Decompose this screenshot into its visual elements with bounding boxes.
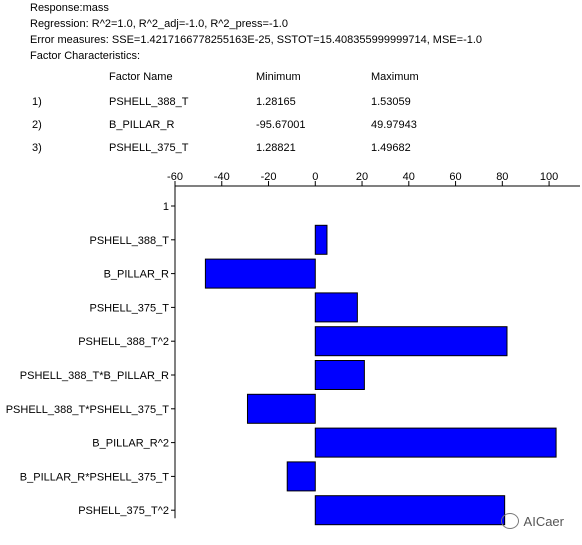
category-label: PSHELL_388_T*B_PILLAR_R xyxy=(20,370,169,382)
bar xyxy=(204,258,316,289)
bar xyxy=(314,360,365,390)
bar xyxy=(314,326,508,357)
bar xyxy=(314,427,557,458)
x-tick-label: -60 xyxy=(167,171,183,183)
wechat-icon xyxy=(500,513,519,529)
response-line: Response:mass xyxy=(30,2,109,14)
table-row-name: PSHELL_375_T xyxy=(109,142,189,154)
x-tick-label: 20 xyxy=(356,171,368,183)
table-row-name: PSHELL_388_T xyxy=(109,96,189,108)
table-row-name: B_PILLAR_R xyxy=(109,119,175,131)
x-tick-label: -40 xyxy=(214,171,230,183)
table-row-min: 1.28821 xyxy=(256,142,296,154)
table-row-max: 1.49682 xyxy=(371,142,411,154)
category-label: PSHELL_388_T^2 xyxy=(78,336,169,348)
table-row-index: 3) xyxy=(32,142,42,154)
bar xyxy=(246,393,316,424)
x-tick-label: -20 xyxy=(261,171,277,183)
table-row-index: 1) xyxy=(32,96,42,108)
category-label: PSHELL_388_T xyxy=(90,235,170,247)
bar xyxy=(286,461,316,492)
bar xyxy=(314,495,506,526)
x-tick-label: 80 xyxy=(496,171,508,183)
table-row-min: 1.28165 xyxy=(256,96,296,108)
column-header-maximum: Maximum xyxy=(371,71,419,83)
category-label: B_PILLAR_R*PSHELL_375_T xyxy=(20,471,169,483)
table-row-max: 49.97943 xyxy=(371,119,417,131)
category-label: 1 xyxy=(163,201,169,213)
column-header-factor-name: Factor Name xyxy=(109,71,173,83)
x-tick-label: 40 xyxy=(403,171,415,183)
category-label: PSHELL_375_T^2 xyxy=(78,505,169,517)
x-tick-label: 60 xyxy=(449,171,461,183)
watermark-text: AICaer xyxy=(523,513,564,529)
regression-line: Regression: R^2=1.0, R^2_adj=-1.0, R^2_p… xyxy=(30,18,288,30)
x-tick-label: 0 xyxy=(312,171,318,183)
category-label: B_PILLAR_R^2 xyxy=(92,438,169,450)
category-label: PSHELL_375_T xyxy=(90,302,170,314)
watermark: AICaer xyxy=(500,513,564,529)
table-row-index: 2) xyxy=(32,119,42,131)
category-label: PSHELL_388_T*PSHELL_375_T xyxy=(6,404,170,416)
x-tick-label: 100 xyxy=(540,171,558,183)
table-row-min: -95.67001 xyxy=(256,119,306,131)
error-measures-line: Error measures: SSE=1.4217166778255163E-… xyxy=(30,34,483,46)
column-header-minimum: Minimum xyxy=(256,71,301,83)
bar xyxy=(314,224,328,255)
category-label: B_PILLAR_R xyxy=(104,269,169,281)
factor-characteristics-label: Factor Characteristics: xyxy=(30,50,141,62)
bar xyxy=(314,292,358,323)
table-row-max: 1.53059 xyxy=(371,96,411,108)
